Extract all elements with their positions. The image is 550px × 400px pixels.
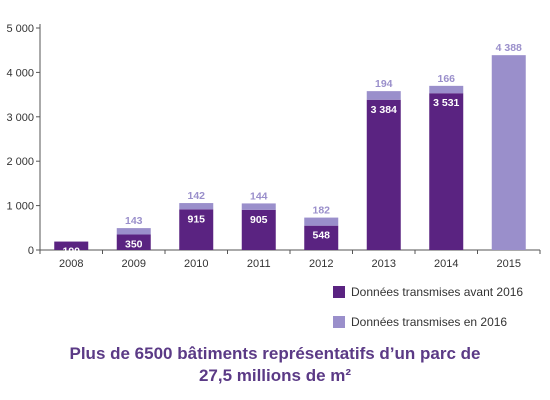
bar-segment-avant-2016 xyxy=(54,241,89,250)
x-tick-label: 2009 xyxy=(122,258,146,270)
caption-line-2: 27,5 millions de m² xyxy=(198,366,352,385)
bar-segment-avant-2016 xyxy=(304,225,339,250)
y-tick-label: 0 xyxy=(28,245,34,257)
legend-swatch-en-2016 xyxy=(333,316,345,328)
data-label-avant-2016: 3 531 xyxy=(433,97,459,109)
bar-segment-en-2016 xyxy=(241,203,276,210)
y-tick-label: 5 000 xyxy=(6,23,34,35)
x-tick-label: 2014 xyxy=(434,258,458,270)
x-tick-label: 2013 xyxy=(372,258,396,270)
x-tick-label: 2011 xyxy=(247,258,271,270)
bar-segment-avant-2016 xyxy=(241,209,276,250)
data-label-en-2016: 4 388 xyxy=(496,42,522,54)
bar-segment-en-2016 xyxy=(366,91,401,100)
caption-line-1: Plus de 6500 bâtiments représentatifs d’… xyxy=(69,344,481,363)
bar-segment-en-2016 xyxy=(116,228,151,235)
data-label-avant-2016: 190 xyxy=(62,246,80,258)
data-label-en-2016: 194 xyxy=(375,78,393,90)
data-label-en-2016: 143 xyxy=(125,215,143,227)
bar-segment-avant-2016 xyxy=(429,93,464,250)
bar-segment-en-2016 xyxy=(429,85,464,94)
data-label-avant-2016: 548 xyxy=(312,230,330,242)
legend-label-avant-2016: Données transmises avant 2016 xyxy=(351,285,523,299)
data-label-en-2016: 166 xyxy=(437,73,455,85)
bar-segment-avant-2016 xyxy=(179,209,214,250)
legend-label-en-2016: Données transmises en 2016 xyxy=(351,315,507,329)
data-label-avant-2016: 350 xyxy=(125,238,143,250)
x-tick-label: 2008 xyxy=(59,258,83,270)
data-label-avant-2016: 915 xyxy=(187,213,205,225)
data-label-avant-2016: 905 xyxy=(250,214,268,226)
y-tick-label: 3 000 xyxy=(6,112,34,124)
data-label-avant-2016: 3 384 xyxy=(371,104,397,116)
y-tick-label: 1 000 xyxy=(6,201,34,213)
y-tick-label: 4 000 xyxy=(6,67,34,79)
bar-segment-avant-2016 xyxy=(366,99,401,250)
chart-caption: Plus de 6500 bâtiments représentatifs d’… xyxy=(0,343,550,387)
bar-segment-en-2016 xyxy=(179,203,214,210)
data-label-en-2016: 182 xyxy=(312,205,330,217)
x-tick-label: 2012 xyxy=(309,258,333,270)
bar-segment-en-2016 xyxy=(304,217,339,226)
bar-segment-en-2016 xyxy=(491,55,526,251)
bar-segment-avant-2016 xyxy=(116,234,151,250)
x-tick-label: 2010 xyxy=(184,258,208,270)
data-label-en-2016: 144 xyxy=(250,190,268,202)
y-tick-label: 2 000 xyxy=(6,156,34,168)
data-label-en-2016: 142 xyxy=(187,190,205,202)
legend-swatch-avant-2016 xyxy=(333,286,345,298)
x-tick-label: 2015 xyxy=(497,258,521,270)
